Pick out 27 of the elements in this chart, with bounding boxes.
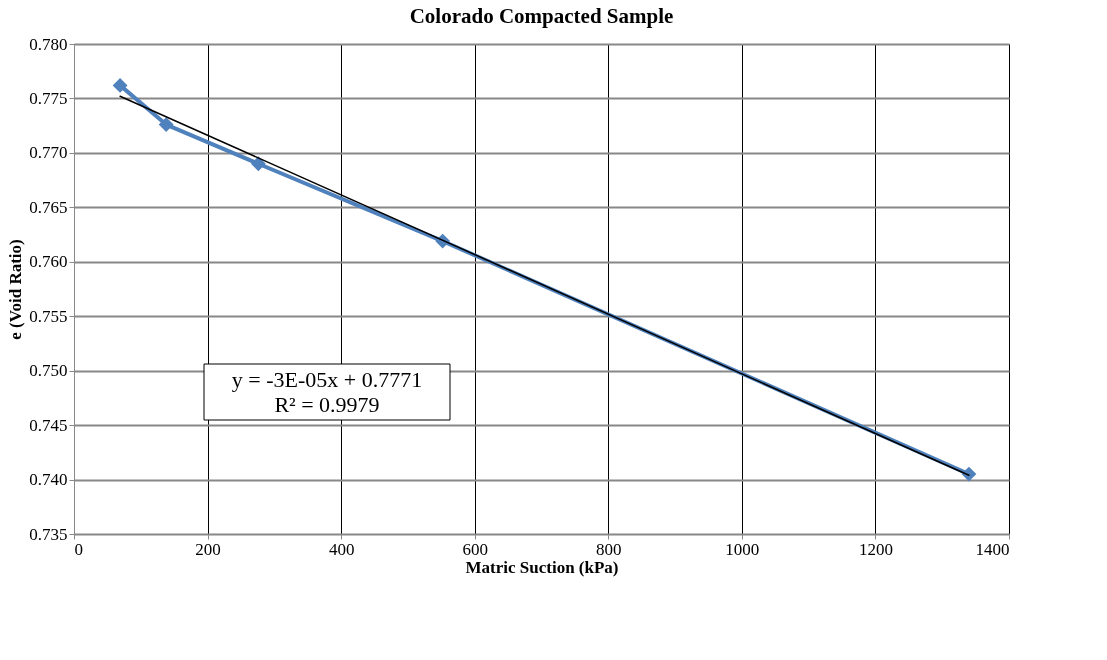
y-tick-label: 0.750 (29, 361, 68, 381)
point (158, 117, 174, 132)
x-tick-label: 1200 (858, 539, 893, 559)
x-tick-label: 1400 (975, 539, 1010, 559)
x-axis-title: Matric Suction (kPa) (465, 557, 619, 577)
x-tick-label: 0 (74, 539, 83, 559)
y-tick-label: 0.745 (29, 415, 68, 435)
y-tick-label: 0.755 (29, 306, 68, 326)
y-tick-label: 0.760 (29, 252, 68, 272)
y-tick-label: 0.770 (29, 143, 68, 163)
point (961, 466, 977, 482)
point (112, 77, 128, 93)
x-tick-label: 600 (462, 539, 488, 559)
x-tick-label: 200 (195, 539, 221, 559)
point (250, 156, 266, 172)
x-tick-label: 1000 (725, 539, 760, 559)
y-tick-label: 0.735 (29, 524, 68, 544)
x-tick-label: 800 (596, 539, 622, 559)
y-tick-label: 0.765 (29, 197, 68, 217)
annotation: R² = 0.9979 (274, 391, 380, 417)
x-tick-label: 400 (328, 539, 355, 559)
y-axis-title: e (Void Ratio) (6, 239, 26, 340)
y-tick-label: 0.740 (29, 470, 68, 490)
chart-title: Colorado Compacted Sample (409, 4, 674, 28)
annotation: y = -3E-05x + 0.7771 (231, 366, 423, 392)
y-tick-label: 0.775 (29, 88, 68, 108)
y-tick-label: 0.780 (29, 34, 68, 54)
